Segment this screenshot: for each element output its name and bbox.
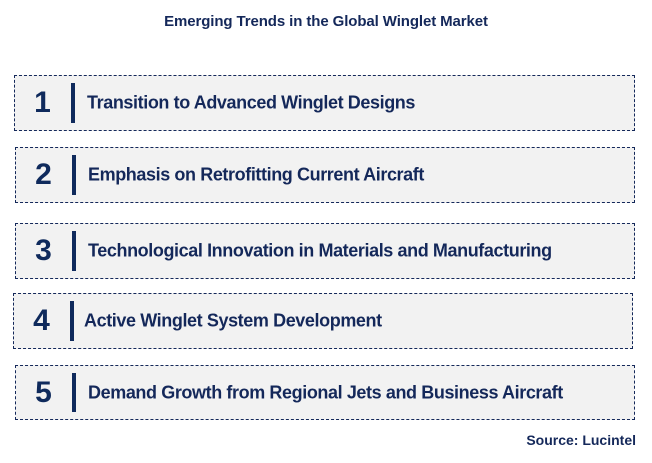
trend-label: Emphasis on Retrofitting Current Aircraf… (88, 164, 424, 185)
divider-bar (72, 155, 76, 195)
trend-number: 1 (34, 86, 51, 119)
trend-label: Demand Growth from Regional Jets and Bus… (88, 382, 563, 402)
trend-label: Technological Innovation in Materials an… (88, 240, 552, 261)
trend-number: 2 (35, 158, 52, 191)
trend-item-2: 2 Emphasis on Retrofitting Current Aircr… (15, 147, 635, 203)
divider-bar (71, 83, 75, 123)
divider-bar (72, 231, 76, 271)
trend-item-4: 4 Active Winglet System Development (13, 293, 633, 349)
trend-number: 5 (35, 375, 52, 409)
source-caption: Source: Lucintel (526, 432, 636, 448)
trend-label: Transition to Advanced Winglet Designs (87, 92, 416, 113)
trend-label: Active Winglet System Development (84, 310, 382, 331)
trend-number: 4 (33, 304, 50, 337)
trend-item-3: 3 Technological Innovation in Materials … (15, 223, 635, 279)
diagram-title: Emerging Trends in the Global Winglet Ma… (164, 13, 488, 30)
trend-item-1: 1 Transition to Advanced Winglet Designs (14, 75, 635, 131)
divider-bar (70, 301, 74, 341)
trend-item-5: 5 Demand Growth from Regional Jets and B… (15, 365, 635, 420)
trend-number: 3 (35, 234, 52, 267)
divider-bar (72, 373, 76, 412)
